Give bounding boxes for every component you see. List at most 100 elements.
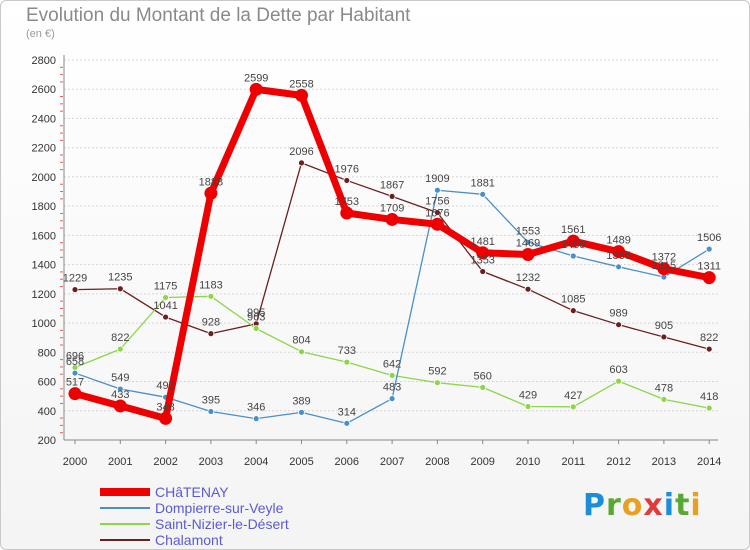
data-point xyxy=(252,325,260,332)
data-label: 314 xyxy=(338,406,356,418)
x-tick-label: 2005 xyxy=(289,456,313,468)
axes: 200 400 600 800 1000 1200 1400 1600 1800 2000 2200… xyxy=(32,55,721,468)
data-point xyxy=(71,286,79,294)
data-label: 433 xyxy=(111,389,129,401)
data-point xyxy=(295,88,308,102)
data-label: 1229 xyxy=(63,273,87,285)
legend-swatch xyxy=(100,539,150,541)
data-label: 549 xyxy=(111,372,129,384)
data-label: 2558 xyxy=(289,78,313,90)
legend-label: CHâTENAY xyxy=(155,484,229,500)
data-label: 1888 xyxy=(199,176,223,188)
data-point xyxy=(569,403,577,411)
logo-letter: P xyxy=(583,488,606,523)
y-tick-label: 1800 xyxy=(32,201,56,213)
logo-letter: t xyxy=(675,488,691,523)
chart-title: Evolution du Montant de la Dette par Hab… xyxy=(26,5,411,26)
data-point xyxy=(612,245,626,259)
x-tick-label: 2013 xyxy=(652,456,676,468)
data-point xyxy=(476,246,490,260)
data-point xyxy=(705,245,713,253)
data-point xyxy=(615,377,622,385)
data-point xyxy=(524,403,532,410)
data-label: 822 xyxy=(111,332,129,344)
data-point xyxy=(615,321,622,329)
legend-item: CHâTENAY xyxy=(100,484,289,500)
data-label: 2096 xyxy=(289,146,313,158)
y-tick-label: 2600 xyxy=(32,84,56,96)
line-chart: 200 400 600 800 1000 1200 1400 1600 1800 2000 2200… xyxy=(32,55,722,468)
data-label: 483 xyxy=(383,382,401,394)
data-point xyxy=(660,333,668,341)
data-label: 905 xyxy=(655,320,673,332)
y-tick-label: 800 xyxy=(38,347,56,359)
legend-label: Dompierre-sur-Veyle xyxy=(155,500,284,516)
data-point xyxy=(433,379,441,387)
logo-letter: o xyxy=(621,488,644,523)
data-label: 642 xyxy=(383,358,401,370)
legend-swatch xyxy=(100,507,150,509)
data-label: 1676 xyxy=(425,207,449,219)
legend-item: Dompierre-sur-Veyle xyxy=(100,500,289,516)
data-point xyxy=(207,330,215,338)
data-label: 1909 xyxy=(425,173,449,185)
data-point xyxy=(116,345,124,353)
data-point xyxy=(388,192,396,200)
data-point xyxy=(569,307,577,315)
chart-unit: (en €) xyxy=(26,28,55,40)
data-point xyxy=(660,395,668,403)
data-label: 733 xyxy=(338,345,356,357)
data-point xyxy=(524,285,532,293)
y-tick-label: 2800 xyxy=(32,55,56,67)
grid-lines xyxy=(64,59,718,441)
data-labels: 1229 1235 1041 928 995 2096 1976 1867 1756 1353 12… xyxy=(63,72,722,418)
data-point xyxy=(343,358,351,366)
data-label: 963 xyxy=(247,311,265,323)
x-tick-label: 2009 xyxy=(470,456,494,468)
data-label: 346 xyxy=(247,402,265,414)
data-label: 1756 xyxy=(425,196,449,208)
data-point xyxy=(433,209,441,216)
data-point xyxy=(657,262,671,276)
legend-swatch xyxy=(100,523,150,525)
data-label: 1175 xyxy=(154,281,178,293)
legend-swatch xyxy=(100,488,150,496)
data-label: 696 xyxy=(66,351,84,363)
data-label: 1232 xyxy=(516,272,540,284)
data-label: 1085 xyxy=(561,294,585,306)
chart-legend: CHâTENAY Dompierre-sur-Veyle Saint-Nizier-… xyxy=(100,484,289,548)
data-label: 822 xyxy=(700,332,718,344)
x-tick-label: 2003 xyxy=(199,456,223,468)
data-label: 1385 xyxy=(606,250,630,262)
data-point xyxy=(524,238,532,246)
x-tick-label: 2000 xyxy=(63,456,87,468)
data-point xyxy=(249,82,263,96)
data-point xyxy=(207,292,215,300)
logo-letter: i xyxy=(663,488,676,523)
data-label: 1469 xyxy=(516,238,540,250)
data-label: 1311 xyxy=(697,261,721,273)
logo-letter: i xyxy=(690,488,702,523)
data-point xyxy=(298,159,305,167)
data-label: 427 xyxy=(564,390,582,402)
x-tick-label: 2006 xyxy=(335,456,359,468)
data-label: 1459 xyxy=(561,239,585,251)
x-tick-label: 2014 xyxy=(697,456,721,468)
data-label: 517 xyxy=(66,377,84,389)
y-tick-label: 2000 xyxy=(32,172,56,184)
y-tick-label: 600 xyxy=(38,377,56,389)
data-label: 348 xyxy=(156,401,174,413)
data-point xyxy=(116,385,124,393)
data-label: 995 xyxy=(247,307,265,319)
data-point xyxy=(521,248,535,262)
data-label: 389 xyxy=(292,395,310,407)
data-label: 1881 xyxy=(470,177,494,189)
data-label: 1753 xyxy=(335,196,359,208)
data-point xyxy=(433,186,441,194)
data-label: 478 xyxy=(655,382,673,394)
y-tick-label: 1200 xyxy=(32,289,56,301)
data-label: 1709 xyxy=(380,202,404,214)
data-label: 1041 xyxy=(153,300,177,312)
data-point xyxy=(159,411,173,425)
data-label: 395 xyxy=(202,395,220,407)
